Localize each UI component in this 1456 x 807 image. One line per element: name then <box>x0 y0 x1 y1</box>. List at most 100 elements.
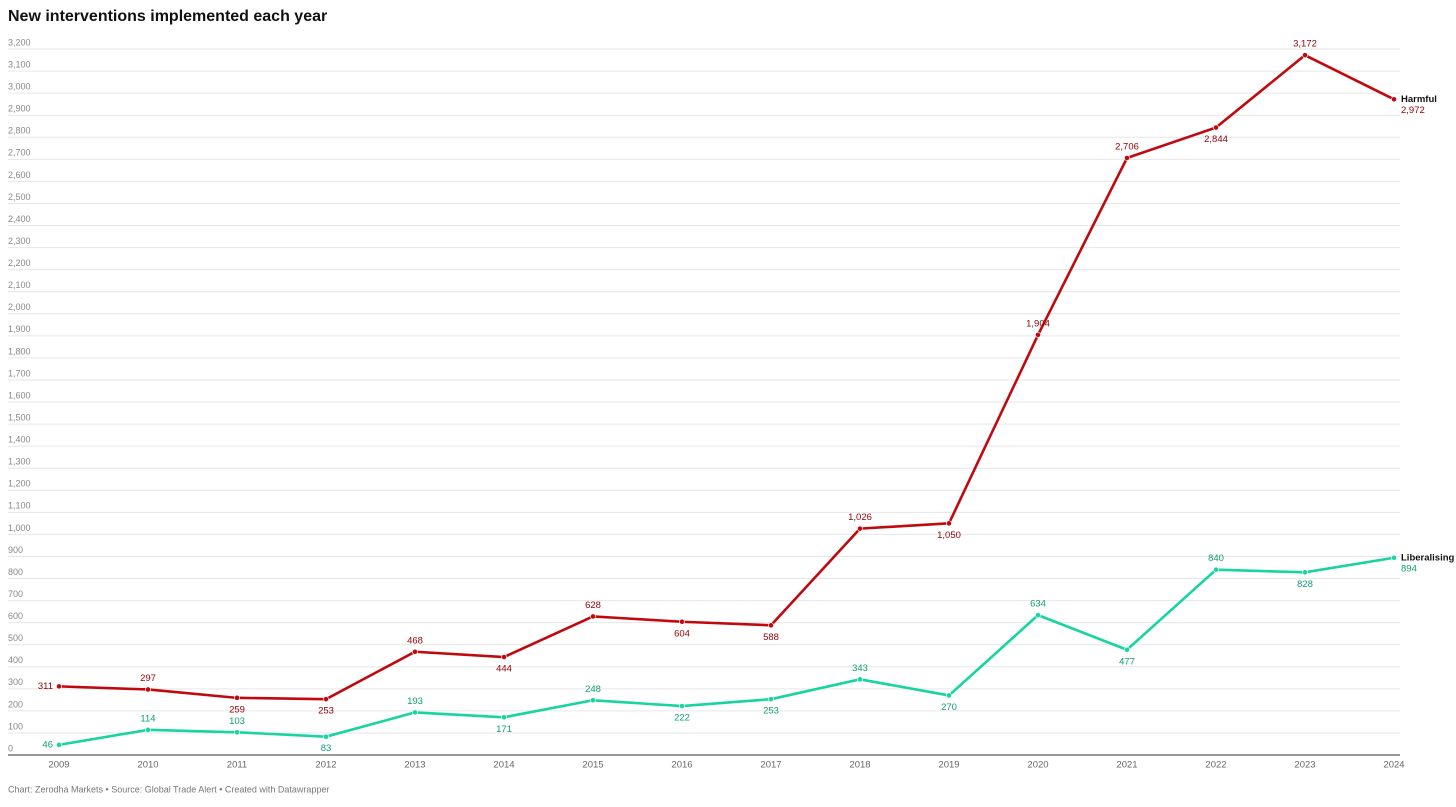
caption: Chart: Zerodha Markets • Source: Global … <box>8 784 329 794</box>
y-tick-label: 1,000 <box>8 523 31 533</box>
value-label: 828 <box>1297 579 1313 590</box>
y-tick-label: 900 <box>8 545 23 555</box>
value-label: 103 <box>229 716 245 727</box>
x-tick-label: 2022 <box>1205 760 1226 771</box>
value-label: 259 <box>229 704 245 715</box>
x-tick-label: 2019 <box>938 760 959 771</box>
value-label: 2,844 <box>1204 134 1228 145</box>
data-point <box>56 683 62 690</box>
data-point <box>56 741 62 748</box>
data-point <box>145 726 151 733</box>
data-point <box>234 694 240 701</box>
data-point <box>768 622 774 629</box>
x-tick-label: 2015 <box>582 760 603 771</box>
x-tick-label: 2011 <box>227 760 247 771</box>
y-tick-label: 3,200 <box>8 37 31 47</box>
y-tick-label: 2,600 <box>8 170 31 180</box>
data-point <box>1391 554 1397 561</box>
y-tick-label: 700 <box>8 589 23 599</box>
value-label: 444 <box>496 664 512 675</box>
y-tick-label: 2,300 <box>8 236 31 246</box>
value-label: 297 <box>140 673 156 684</box>
y-tick-label: 2,700 <box>8 148 31 158</box>
y-tick-label: 2,500 <box>8 192 31 202</box>
data-point <box>590 613 596 620</box>
data-point <box>1035 332 1041 338</box>
x-tick-label: 2021 <box>1116 760 1137 771</box>
y-tick-label: 1,300 <box>8 457 31 467</box>
data-point <box>1124 155 1130 161</box>
x-tick-label: 2024 <box>1383 760 1404 771</box>
x-tick-label: 2014 <box>493 760 514 771</box>
x-tick-label: 2017 <box>760 760 781 771</box>
value-label: 193 <box>407 696 423 707</box>
series-label: Liberalising <box>1401 552 1455 563</box>
value-label: 2,972 <box>1401 105 1425 116</box>
value-label: 604 <box>674 628 690 639</box>
y-tick-label: 0 <box>8 743 13 753</box>
y-tick-label: 200 <box>8 699 23 709</box>
data-point <box>501 654 507 660</box>
data-point <box>946 520 952 527</box>
data-point <box>234 729 240 736</box>
data-point <box>412 709 418 716</box>
y-tick-label: 3,100 <box>8 59 31 69</box>
x-tick-label: 2012 <box>315 760 336 771</box>
y-tick-label: 1,600 <box>8 390 31 400</box>
chart-title: New interventions implemented each year <box>8 8 327 25</box>
data-point <box>412 648 418 655</box>
value-label: 222 <box>674 713 690 724</box>
x-tick-label: 2013 <box>404 760 425 771</box>
y-tick-label: 1,500 <box>8 412 31 422</box>
value-label: 894 <box>1401 563 1417 574</box>
y-tick-label: 300 <box>8 677 23 687</box>
data-point <box>590 697 596 704</box>
y-tick-label: 1,100 <box>8 501 31 511</box>
y-tick-label: 1,400 <box>8 435 31 445</box>
y-tick-label: 400 <box>8 655 23 665</box>
y-tick-label: 2,800 <box>8 126 31 136</box>
y-tick-label: 800 <box>8 567 23 577</box>
x-tick-label: 2010 <box>137 760 158 771</box>
data-point <box>857 525 863 532</box>
x-tick-label: 2009 <box>48 760 69 771</box>
value-label: 253 <box>318 706 334 717</box>
value-label: 46 <box>42 739 53 750</box>
x-tick-label: 2023 <box>1294 760 1315 771</box>
value-label: 171 <box>496 724 512 735</box>
y-tick-label: 600 <box>8 611 23 621</box>
value-label: 628 <box>585 600 601 611</box>
data-point <box>323 696 329 703</box>
series-label: Harmful <box>1401 94 1437 105</box>
y-tick-label: 1,900 <box>8 324 31 334</box>
value-label: 114 <box>140 713 155 724</box>
value-label: 311 <box>38 681 53 692</box>
y-tick-label: 2,900 <box>8 104 31 114</box>
data-point <box>1302 52 1308 59</box>
data-point <box>946 692 952 699</box>
series-line <box>58 53 1395 701</box>
y-tick-label: 1,200 <box>8 479 31 489</box>
value-label: 2,706 <box>1115 142 1139 153</box>
y-tick-label: 100 <box>8 721 23 731</box>
value-label: 1,026 <box>848 512 872 523</box>
y-tick-label: 500 <box>8 633 23 643</box>
value-label: 588 <box>763 632 779 643</box>
x-tick-label: 2016 <box>671 760 692 771</box>
data-point <box>768 696 774 703</box>
value-label: 1,050 <box>937 530 961 541</box>
data-point <box>1391 96 1397 103</box>
data-point <box>1213 566 1219 573</box>
data-point <box>501 714 507 721</box>
data-point <box>1302 569 1308 576</box>
data-point <box>1213 124 1219 131</box>
data-point <box>679 703 685 709</box>
y-tick-label: 1,800 <box>8 346 31 356</box>
value-label: 634 <box>1030 599 1046 610</box>
data-point <box>323 733 329 740</box>
value-label: 83 <box>321 743 332 754</box>
value-label: 840 <box>1208 553 1224 564</box>
y-tick-label: 2,400 <box>8 214 31 224</box>
value-label: 253 <box>763 706 779 717</box>
